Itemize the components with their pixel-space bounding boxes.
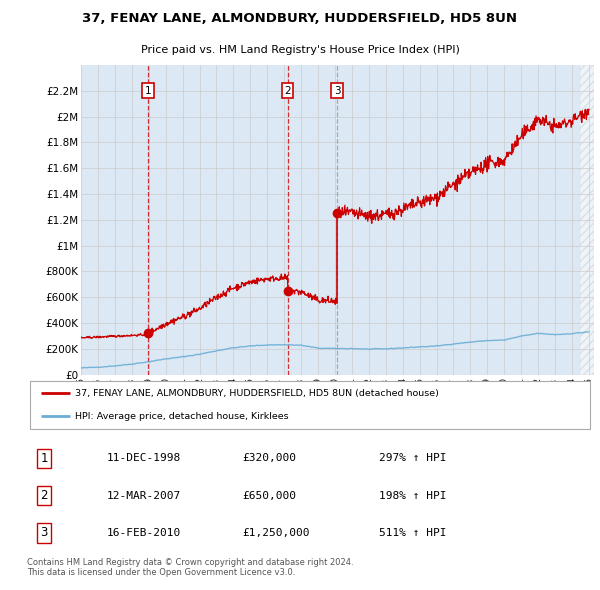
- FancyBboxPatch shape: [30, 381, 590, 428]
- Text: 198% ↑ HPI: 198% ↑ HPI: [379, 491, 446, 500]
- Text: 2: 2: [284, 86, 291, 96]
- Text: £320,000: £320,000: [242, 454, 296, 463]
- Text: 37, FENAY LANE, ALMONDBURY, HUDDERSFIELD, HD5 8UN (detached house): 37, FENAY LANE, ALMONDBURY, HUDDERSFIELD…: [75, 389, 439, 398]
- Text: £650,000: £650,000: [242, 491, 296, 500]
- Text: 3: 3: [334, 86, 340, 96]
- Text: HPI: Average price, detached house, Kirklees: HPI: Average price, detached house, Kirk…: [75, 412, 289, 421]
- Text: 37, FENAY LANE, ALMONDBURY, HUDDERSFIELD, HD5 8UN: 37, FENAY LANE, ALMONDBURY, HUDDERSFIELD…: [83, 12, 517, 25]
- Text: Contains HM Land Registry data © Crown copyright and database right 2024.
This d: Contains HM Land Registry data © Crown c…: [27, 558, 353, 577]
- Text: 12-MAR-2007: 12-MAR-2007: [106, 491, 181, 500]
- Text: 1: 1: [40, 452, 48, 465]
- Text: 511% ↑ HPI: 511% ↑ HPI: [379, 528, 446, 537]
- Text: £1,250,000: £1,250,000: [242, 528, 310, 537]
- Text: 11-DEC-1998: 11-DEC-1998: [106, 454, 181, 463]
- Text: 297% ↑ HPI: 297% ↑ HPI: [379, 454, 446, 463]
- Text: 2: 2: [40, 489, 48, 502]
- Text: Price paid vs. HM Land Registry's House Price Index (HPI): Price paid vs. HM Land Registry's House …: [140, 45, 460, 55]
- Text: 16-FEB-2010: 16-FEB-2010: [106, 528, 181, 537]
- Text: 3: 3: [40, 526, 47, 539]
- Text: 1: 1: [145, 86, 151, 96]
